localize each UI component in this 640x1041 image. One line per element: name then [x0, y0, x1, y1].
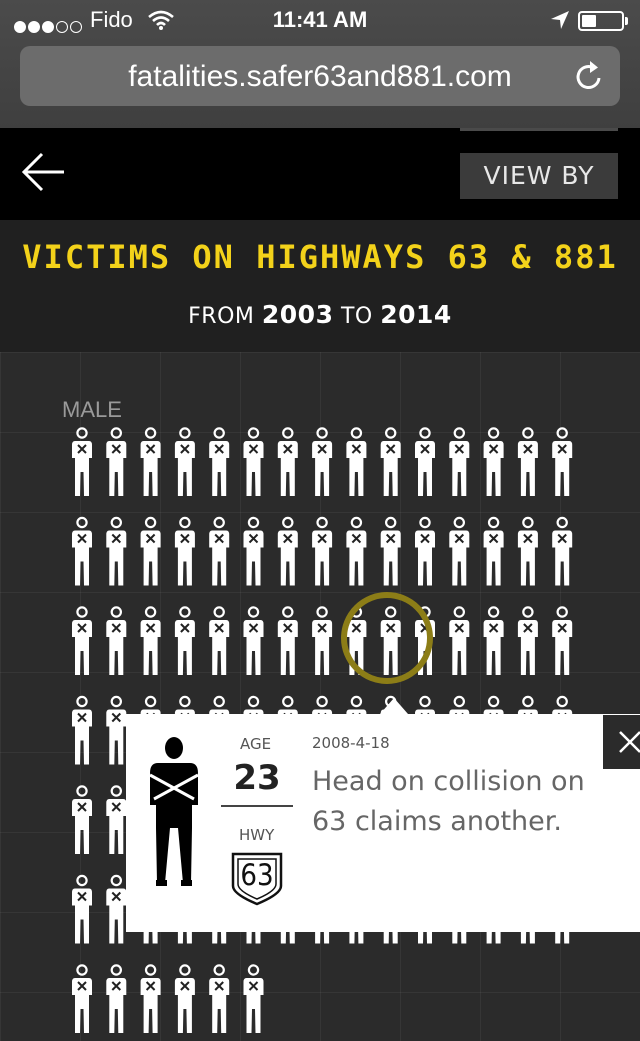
victim-figure[interactable]	[276, 427, 299, 498]
subtitle-end-year: 2014	[380, 300, 452, 329]
group-label-male: MALE	[62, 397, 122, 422]
address-bar[interactable]: fatalities.safer63and881.com	[20, 46, 620, 106]
carrier-name: Fido	[90, 7, 133, 32]
victim-figure[interactable]	[70, 964, 94, 1035]
victim-figure[interactable]	[139, 427, 162, 498]
victim-detail-popup	[126, 714, 640, 932]
victim-figure[interactable]	[105, 874, 128, 945]
victim-figure[interactable]	[208, 964, 231, 1035]
victim-figure[interactable]	[413, 516, 437, 587]
victim-figure[interactable]	[208, 427, 231, 498]
victim-figure[interactable]	[516, 427, 540, 498]
battery-icon	[578, 11, 628, 31]
victim-figure[interactable]	[276, 516, 299, 587]
victim-figure[interactable]	[70, 874, 94, 945]
page-subtitle: FROM 2003 TO 2014	[0, 300, 640, 329]
victim-figure[interactable]	[448, 427, 471, 498]
page-title: VICTIMS ON HIGHWAYS 63 & 881	[22, 238, 618, 276]
victim-figure[interactable]	[276, 606, 299, 677]
victim-figure[interactable]	[105, 964, 128, 1035]
victim-figure[interactable]	[516, 606, 540, 677]
victim-figure[interactable]	[448, 516, 471, 587]
incident-date: 2008-4-18	[312, 734, 390, 752]
victim-figure[interactable]	[413, 427, 437, 498]
victim-figure[interactable]	[70, 516, 94, 587]
victim-figure[interactable]	[139, 964, 162, 1035]
selected-victim-ring	[341, 592, 433, 684]
victim-figure[interactable]	[448, 606, 471, 677]
age-value: 23	[233, 758, 281, 798]
close-popup-button[interactable]	[603, 715, 640, 769]
highway-number: 63	[240, 858, 274, 892]
victim-figure[interactable]	[173, 516, 196, 587]
subtitle-start-year: 2003	[261, 300, 334, 329]
victim-figure[interactable]	[70, 427, 94, 498]
subtitle-from: FROM	[188, 304, 255, 329]
incident-headline: Head on collision on 63 claims another.	[312, 766, 585, 837]
location-arrow-icon	[551, 11, 569, 29]
highway-label: HWY	[239, 826, 275, 844]
victim-figure[interactable]	[242, 606, 265, 677]
close-icon	[619, 731, 640, 753]
victim-figure[interactable]	[173, 427, 196, 498]
victim-figure[interactable]	[208, 606, 231, 677]
victim-figure[interactable]	[173, 606, 196, 677]
victim-figure[interactable]	[70, 695, 94, 766]
victim-figure[interactable]	[105, 516, 128, 587]
victim-figure[interactable]	[482, 606, 505, 677]
divider	[221, 805, 293, 807]
victim-figure[interactable]	[551, 516, 574, 587]
wifi-icon	[148, 10, 174, 30]
victim-figure[interactable]	[242, 516, 265, 587]
view-by-button[interactable]: VIEW BY	[460, 153, 618, 199]
victim-figure[interactable]	[482, 427, 505, 498]
victim-figure[interactable]	[139, 516, 162, 587]
victim-figure[interactable]	[242, 964, 265, 1035]
highway-shield-icon	[231, 852, 283, 906]
view-by-tab-edge	[460, 128, 618, 131]
victim-figure[interactable]	[105, 427, 128, 498]
victim-figure[interactable]	[379, 427, 402, 498]
arrow-left-icon[interactable]	[22, 150, 66, 194]
age-label: AGE	[240, 735, 272, 753]
status-bar: Fido 11:41 AM	[0, 0, 640, 40]
reload-icon[interactable]	[574, 60, 604, 92]
victim-figure[interactable]	[70, 785, 94, 856]
victim-figure[interactable]	[208, 516, 231, 587]
victim-figure[interactable]	[139, 606, 162, 677]
victim-figure[interactable]	[105, 606, 128, 677]
victim-figure[interactable]	[551, 606, 574, 677]
victim-figure[interactable]	[105, 785, 128, 856]
victim-figure[interactable]	[173, 964, 196, 1035]
victim-figure[interactable]	[516, 516, 540, 587]
popup-pointer	[380, 698, 408, 714]
victim-figure[interactable]	[482, 516, 505, 587]
title-band	[0, 220, 640, 352]
victim-figure[interactable]	[551, 427, 574, 498]
status-time: 11:41 AM	[272, 7, 368, 32]
victim-figure[interactable]	[242, 427, 265, 498]
victim-figure[interactable]	[345, 427, 368, 498]
victim-figure[interactable]	[379, 516, 402, 587]
url-text[interactable]: fatalities.safer63and881.com	[128, 60, 512, 93]
victim-figure[interactable]	[311, 427, 334, 498]
victim-figure[interactable]	[105, 695, 128, 766]
victim-figure[interactable]	[70, 606, 94, 677]
subtitle-to: TO	[340, 304, 373, 329]
victim-silhouette-icon	[149, 737, 199, 886]
victim-figure[interactable]	[311, 516, 334, 587]
signal-strength-icon	[14, 13, 84, 39]
victim-figure[interactable]	[311, 606, 334, 677]
victim-figure[interactable]	[345, 516, 368, 587]
